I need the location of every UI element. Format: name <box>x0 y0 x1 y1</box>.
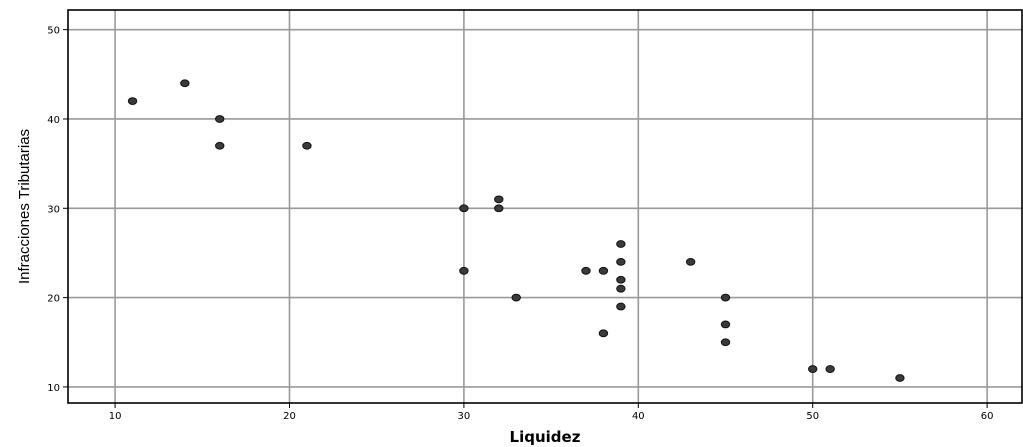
x-tick-label: 10 <box>109 411 122 422</box>
x-axis-title: Liquidez <box>510 428 581 446</box>
y-tick-label: 20 <box>47 294 60 305</box>
x-tick-label: 30 <box>458 411 471 422</box>
data-point <box>459 266 469 275</box>
y-axis-title: Infracciones Tributarias <box>16 129 33 284</box>
data-point <box>808 365 818 373</box>
data-point <box>895 374 905 382</box>
tick-labels: 10 20 30 40 50 60 10 20 30 40 50 <box>47 26 993 422</box>
data-points <box>127 79 905 382</box>
data-point <box>302 141 312 150</box>
data-point <box>459 204 469 213</box>
data-point <box>127 97 138 106</box>
y-tick-label: 10 <box>47 383 60 394</box>
data-point <box>616 240 626 248</box>
data-point <box>616 302 626 311</box>
plot-frame <box>67 9 1023 404</box>
data-point <box>215 141 225 150</box>
grid-lines <box>68 10 1022 403</box>
x-tick-label: 20 <box>283 411 296 422</box>
y-tick-label: 50 <box>47 26 60 37</box>
data-point <box>598 266 609 275</box>
data-point <box>215 115 225 123</box>
data-point <box>825 365 835 373</box>
data-point <box>685 257 696 266</box>
data-point <box>598 329 609 338</box>
x-tick-label: 60 <box>981 411 994 422</box>
data-point <box>616 284 626 293</box>
data-point <box>616 257 626 266</box>
x-tick-label: 40 <box>632 411 645 422</box>
data-point <box>511 293 521 302</box>
y-tick-label: 40 <box>47 115 60 126</box>
y-tick-label: 30 <box>47 204 60 215</box>
data-point <box>720 338 731 347</box>
data-point <box>494 204 504 213</box>
x-tick-label: 50 <box>806 411 819 422</box>
data-point <box>180 79 190 88</box>
data-point <box>616 275 626 284</box>
data-point <box>581 266 591 275</box>
data-point <box>720 293 731 302</box>
data-point <box>494 195 504 204</box>
data-point <box>720 320 731 329</box>
